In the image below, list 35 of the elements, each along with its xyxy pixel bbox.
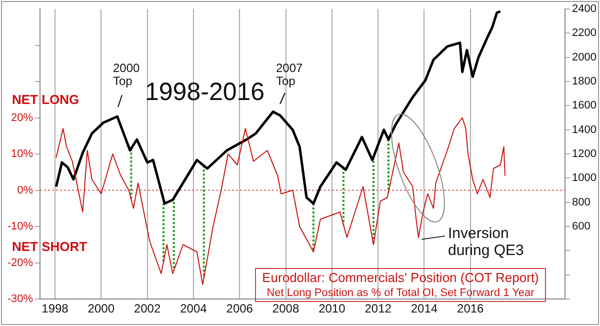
x-tick-label: 2008: [272, 302, 300, 316]
x-tick-label: 2012: [364, 302, 392, 316]
y2-tick-label: 2000: [572, 51, 596, 64]
x-tick-label: 2016: [457, 302, 484, 316]
y2-tick-label: 2400: [572, 3, 596, 16]
y2-tick-label: 600: [572, 220, 590, 233]
annotation: NET SHORT: [12, 239, 88, 254]
x-tick-label: 2014: [410, 302, 438, 316]
y-tick-label: 0%: [17, 184, 34, 196]
y-tick-label: -30%: [7, 293, 34, 306]
y2-tick-label: 1200: [572, 148, 596, 160]
y-tick-label: 10%: [10, 148, 34, 160]
y2-tick-label: 800: [572, 196, 590, 208]
x-tick-label: 2004: [180, 302, 208, 316]
annotation: 2000 Top: [113, 61, 140, 88]
y-tick-label: -20%: [7, 256, 34, 269]
x-tick-label: 2006: [226, 302, 254, 316]
y2-tick-label: 1800: [572, 76, 596, 88]
y-tick-label: -10%: [7, 220, 34, 233]
y2-tick-label: 1000: [572, 172, 596, 184]
x-tick-label: 1998: [42, 302, 69, 316]
x-tick-label: 2000: [88, 302, 115, 316]
x-tick-label: 2002: [134, 302, 161, 316]
text: 1998-2016: [145, 78, 265, 107]
y2-tick-label: 2200: [572, 27, 596, 40]
y2-tick-label: 1400: [572, 124, 596, 136]
y-tick-label: 20%: [10, 112, 34, 124]
text-box: Eurodollar: Commercials' Position (COT Report) Net Long Position as % of Total OI, Set Forward 1 Year: [255, 268, 546, 302]
annotation: 2007 Top: [276, 61, 304, 88]
y2-tick-label: 1600: [572, 100, 596, 112]
annotation: NET LONG: [12, 92, 80, 108]
annotation: Net Long Position as % of Total OI, Set Forward 1 Year: [266, 286, 536, 301]
annotation: Eurodollar: Commercials' Position (COT Report): [261, 270, 540, 285]
x-tick-label: 2010: [318, 302, 346, 316]
annotation: Inversion during QE3: [448, 225, 525, 259]
